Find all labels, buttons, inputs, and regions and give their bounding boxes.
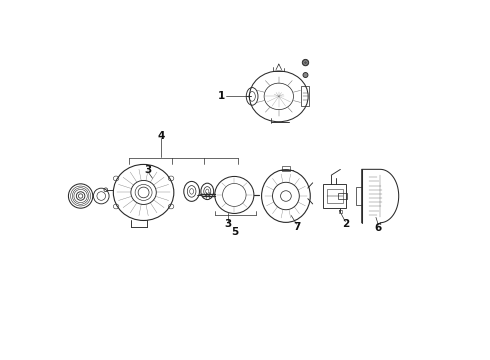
Text: 6: 6 <box>375 223 382 233</box>
Text: 3: 3 <box>145 165 152 175</box>
Bar <box>356 187 362 205</box>
Circle shape <box>303 72 308 77</box>
Text: 2: 2 <box>342 220 349 229</box>
Bar <box>338 193 347 199</box>
Text: 7: 7 <box>293 222 300 232</box>
Text: 5: 5 <box>231 226 239 237</box>
Text: 1: 1 <box>218 91 225 102</box>
Bar <box>327 189 343 203</box>
Circle shape <box>302 59 309 66</box>
Text: 4: 4 <box>158 131 165 140</box>
Bar <box>323 184 346 208</box>
Bar <box>282 166 290 171</box>
Text: 3: 3 <box>224 220 232 229</box>
Bar <box>339 210 342 213</box>
Bar <box>301 86 309 106</box>
